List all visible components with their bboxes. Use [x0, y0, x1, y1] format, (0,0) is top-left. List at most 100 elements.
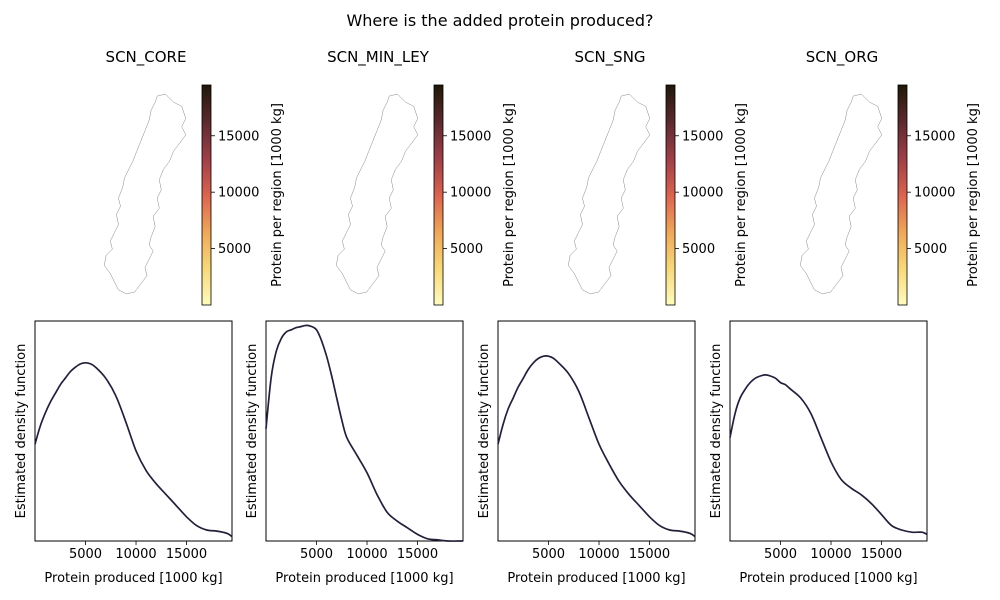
region-cell [800, 173, 820, 188]
region-cell [818, 146, 843, 161]
region-cell [122, 132, 147, 148]
region-cell [354, 227, 379, 243]
region-cell [377, 282, 402, 294]
region-cell [145, 268, 170, 284]
region-cell [336, 105, 356, 120]
region-cell [586, 146, 611, 161]
map-panel-title: SCN_MIN_LEY [327, 48, 430, 67]
region-cell [841, 268, 866, 284]
region-cell [586, 187, 611, 202]
colorbar-tick-label: 5000 [682, 242, 715, 257]
region-cell [377, 187, 402, 202]
region-cell [122, 146, 147, 161]
x-tick-label: 15000 [397, 547, 438, 562]
region-cell [864, 94, 882, 107]
region-cell [336, 119, 356, 134]
country-outline [567, 93, 651, 295]
region-cell [586, 105, 611, 120]
region-cell [841, 214, 866, 229]
region-cell [354, 200, 379, 216]
region-map [800, 94, 882, 294]
region-cell [568, 200, 588, 216]
region-cell [400, 227, 418, 243]
region-cell [818, 214, 843, 229]
colorbar-tick-label: 10000 [450, 186, 491, 201]
region-cell [632, 119, 650, 134]
region-cell [377, 94, 402, 107]
region-cell [632, 268, 650, 284]
region-cell [609, 255, 634, 270]
region-cell [818, 105, 843, 120]
region-cell [400, 268, 418, 284]
region-cell [632, 241, 650, 256]
region-cell [800, 227, 820, 243]
region-map [336, 94, 418, 294]
region-cell [377, 146, 402, 161]
region-cell [586, 241, 611, 256]
x-axis-label: Protein produced [1000 kg] [44, 571, 222, 586]
region-cell [632, 159, 650, 175]
region-cell [354, 132, 379, 148]
x-tick-label: 10000 [115, 547, 156, 562]
region-cell [568, 132, 588, 148]
density-curve [34, 361, 233, 538]
colorbar-tick-label: 5000 [914, 242, 947, 257]
region-cell [818, 119, 843, 134]
x-tick-label: 5000 [69, 547, 102, 562]
region-cell [104, 255, 124, 270]
density-panel: 5000 10000 15000 Protein produced [1000 kg]… [477, 320, 696, 586]
region-cell [800, 94, 820, 107]
region-cell [122, 200, 147, 216]
region-cell [354, 119, 379, 134]
region-cell [841, 119, 866, 134]
region-cell [632, 105, 650, 120]
region-cell [168, 94, 186, 107]
region-cell [632, 94, 650, 107]
colorbar-tick-label: 10000 [682, 186, 723, 201]
region-cell [818, 282, 843, 294]
region-cell [145, 227, 170, 243]
region-cell [377, 159, 402, 175]
region-cell [336, 173, 356, 188]
region-cell [400, 187, 418, 202]
map-panel: SCN_CORE 5000 10000 15000 Protein per region… [103, 48, 285, 306]
region-cell [841, 187, 866, 202]
x-tick-label: 5000 [300, 547, 333, 562]
region-cell [400, 214, 418, 229]
country-outline [103, 93, 187, 295]
region-cell [354, 241, 379, 256]
colorbar-label: Protein per region [1000 kg] [734, 103, 749, 287]
colorbar-label: Protein per region [1000 kg] [270, 103, 285, 287]
region-cell [145, 119, 170, 134]
colorbar-tick-label: 15000 [218, 129, 259, 144]
region-cell [354, 159, 379, 175]
region-cell [168, 241, 186, 256]
region-cell [818, 173, 843, 188]
region-cell [377, 214, 402, 229]
colorbar-tick-label: 15000 [914, 129, 955, 144]
region-cell [354, 173, 379, 188]
region-cell [336, 94, 356, 107]
region-cell [568, 214, 588, 229]
plot-frame [265, 320, 464, 542]
region-map [568, 94, 650, 294]
region-cell [818, 227, 843, 243]
map-panel-title: SCN_SNG [574, 48, 645, 67]
region-cell [122, 159, 147, 175]
region-cell [609, 227, 634, 243]
region-cell [336, 146, 356, 161]
region-cell [400, 200, 418, 216]
colorbar-tick-label: 5000 [218, 242, 251, 257]
region-cell [841, 94, 866, 107]
x-tick-label: 15000 [629, 547, 670, 562]
region-cell [122, 187, 147, 202]
region-cell [632, 255, 650, 270]
colorbar-tick-label: 10000 [914, 186, 955, 201]
region-cell [568, 159, 588, 175]
colorbar [665, 84, 676, 306]
region-cell [400, 173, 418, 188]
region-cell [168, 200, 186, 216]
region-cell [841, 159, 866, 175]
region-cell [104, 241, 124, 256]
